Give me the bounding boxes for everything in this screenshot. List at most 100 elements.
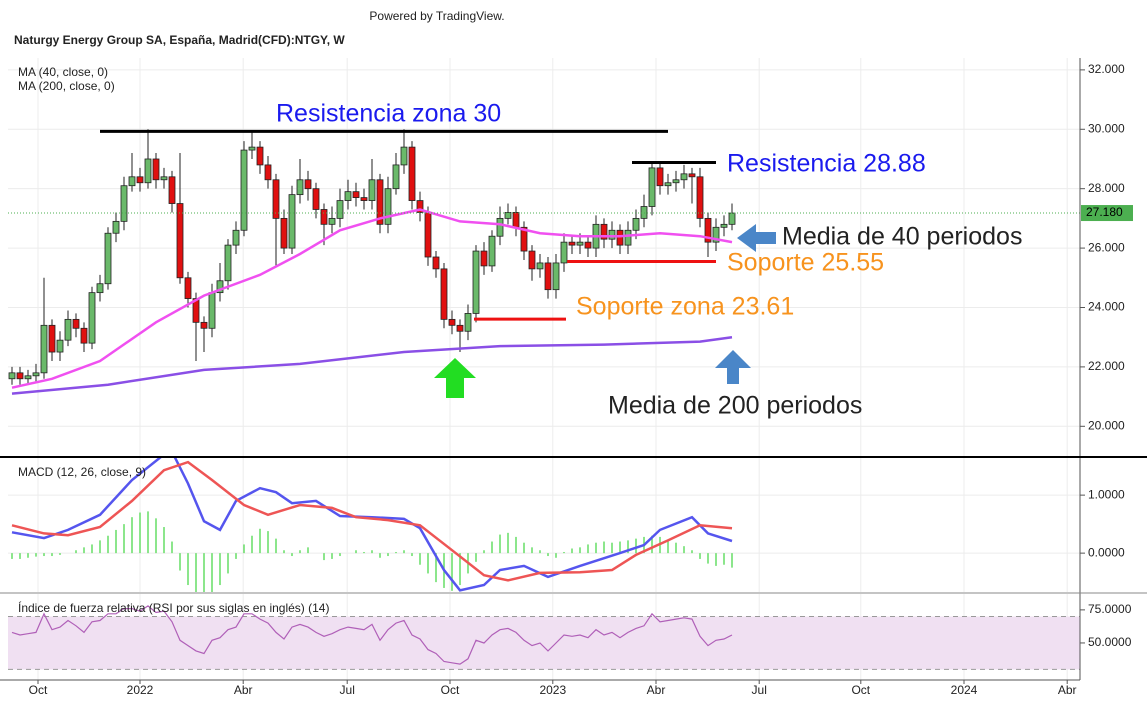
candle-body xyxy=(696,176,704,219)
y-tick-label: 20.000 xyxy=(1088,418,1125,432)
candle-body xyxy=(600,223,608,240)
y-tick-label: 75.0000 xyxy=(1088,602,1132,616)
annotation: Resistencia zona 30 xyxy=(276,100,501,128)
chart-title: Naturgy Energy Group SA, España, Madrid(… xyxy=(14,33,345,47)
candle-body xyxy=(184,277,192,299)
candle-body xyxy=(728,212,736,225)
candle-body xyxy=(16,372,24,380)
candle-body xyxy=(624,229,632,246)
arrow-left xyxy=(737,224,776,252)
candle-body xyxy=(264,164,272,181)
y-tick-label: 50.0000 xyxy=(1088,635,1132,649)
last-price-label: 27.180 xyxy=(1086,205,1123,219)
candle-body xyxy=(360,197,368,201)
candle-body xyxy=(512,212,520,228)
candle-body xyxy=(720,223,728,228)
candle-body xyxy=(352,191,360,198)
candle-body xyxy=(176,203,184,279)
candle-body xyxy=(712,226,720,243)
x-tick-label: 2023 xyxy=(539,683,566,697)
candle-body xyxy=(552,262,560,291)
candle-body xyxy=(216,280,224,294)
candle-body xyxy=(608,229,616,240)
candle-body xyxy=(536,262,544,270)
candle-body xyxy=(368,179,376,201)
candle-body xyxy=(344,191,352,201)
candle-body xyxy=(400,146,408,166)
candle-body xyxy=(640,206,648,219)
candle-body xyxy=(280,217,288,249)
candle-body xyxy=(464,313,472,332)
candle-body xyxy=(112,220,120,234)
x-tick-label: Oct xyxy=(441,683,460,697)
rsi-band xyxy=(8,616,1080,670)
candle-body xyxy=(384,188,392,225)
candle-body xyxy=(632,217,640,231)
moving-average xyxy=(11,335,733,395)
candle-body xyxy=(688,173,696,178)
candle-body xyxy=(664,182,672,187)
candle-body xyxy=(120,185,128,222)
candle-body xyxy=(224,244,232,282)
moving-average xyxy=(11,208,733,389)
candle-body xyxy=(376,179,384,225)
candle-body xyxy=(448,318,456,326)
annotation: Soporte 25.55 xyxy=(727,249,884,277)
candles xyxy=(8,129,736,395)
candle-body xyxy=(616,229,624,246)
candle-body xyxy=(192,298,200,323)
y-tick-label: 30.000 xyxy=(1088,121,1125,135)
legend-entry: MA (40, close, 0) xyxy=(18,65,108,79)
candle-body xyxy=(72,318,80,329)
candle-body xyxy=(584,241,592,249)
candle-body xyxy=(40,324,48,374)
candle-body xyxy=(408,146,416,201)
candle-body xyxy=(32,372,40,377)
candle-body xyxy=(328,217,336,225)
candle-body xyxy=(440,268,448,320)
candle-body xyxy=(568,241,576,246)
candle-body xyxy=(496,217,504,237)
y-tick-label: 26.000 xyxy=(1088,240,1125,254)
macd-line xyxy=(11,460,733,582)
candle-body xyxy=(168,176,176,204)
rsi xyxy=(8,605,1080,670)
y-tick-label: 22.000 xyxy=(1088,359,1125,373)
candle-body xyxy=(288,194,296,249)
arrow-up xyxy=(434,358,476,398)
x-tick-label: Jul xyxy=(752,683,767,697)
panel-title: MACD (12, 26, close, 9) xyxy=(18,465,146,479)
rsi-line xyxy=(11,605,733,665)
y-tick-label: 24.000 xyxy=(1088,300,1125,314)
candle-body xyxy=(144,158,152,184)
candle-body xyxy=(528,250,536,270)
y-tick-label: 1.0000 xyxy=(1088,487,1125,501)
candle-body xyxy=(520,226,528,252)
arrow-up xyxy=(715,350,751,384)
candle-body xyxy=(104,232,112,285)
x-tick-label: Abr xyxy=(234,683,253,697)
candle-body xyxy=(64,318,72,341)
note: Media de 200 periodos xyxy=(608,392,862,420)
last-price-box xyxy=(1081,205,1133,222)
y-tick-label: 32.000 xyxy=(1088,62,1125,76)
candle-body xyxy=(544,262,552,291)
candle-body xyxy=(672,179,680,184)
candle-body xyxy=(152,158,160,181)
candle-body xyxy=(136,176,144,184)
candle-body xyxy=(648,167,656,207)
candle-body xyxy=(8,372,16,380)
candle-body xyxy=(240,149,248,231)
x-tick-label: Oct xyxy=(29,683,48,697)
candle-body xyxy=(432,256,440,270)
legend-entry: MA (200, close, 0) xyxy=(18,79,115,93)
candle-body xyxy=(248,146,256,151)
candle-body xyxy=(232,229,240,246)
candle-body xyxy=(656,167,664,187)
candle-body xyxy=(312,188,320,210)
candle-body xyxy=(296,179,304,196)
candle-body xyxy=(96,283,104,294)
macd xyxy=(11,458,733,592)
